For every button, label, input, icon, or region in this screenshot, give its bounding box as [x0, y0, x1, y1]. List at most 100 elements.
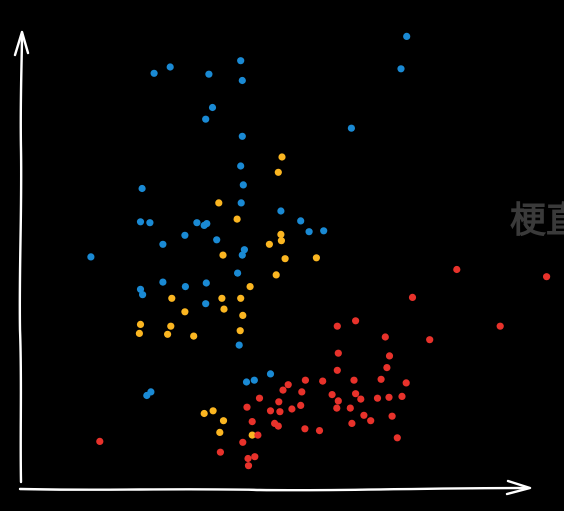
point-yellow-4 [266, 241, 273, 248]
x-axis-line [20, 488, 528, 490]
point-red-7 [352, 317, 359, 324]
point-red-38 [398, 393, 405, 400]
point-yellow-10 [181, 308, 188, 315]
point-red-29 [254, 432, 261, 439]
point-blue-16 [193, 219, 200, 226]
point-blue-33 [159, 279, 166, 286]
point-yellow-8 [219, 252, 226, 259]
point-red-43 [385, 394, 392, 401]
point-red-24 [276, 408, 283, 415]
point-red-42 [357, 396, 364, 403]
point-red-11 [383, 364, 390, 371]
point-blue-38 [243, 378, 250, 385]
point-red-22 [298, 388, 305, 395]
point-red-31 [243, 404, 250, 411]
point-red-14 [334, 367, 341, 374]
point-blue-10 [239, 133, 246, 140]
point-blue-1 [151, 70, 158, 77]
point-blue-18 [203, 220, 210, 227]
point-red-46 [348, 420, 355, 427]
point-yellow-11 [167, 323, 174, 330]
y-axis-line [20, 33, 22, 482]
point-blue-24 [320, 227, 327, 234]
point-blue-25 [159, 241, 166, 248]
point-blue-4 [239, 77, 246, 84]
point-blue-35 [203, 279, 210, 286]
point-yellow-17 [237, 295, 244, 302]
point-red-37 [360, 412, 367, 419]
point-yellow-0 [278, 153, 285, 160]
point-yellow-22 [237, 327, 244, 334]
point-red-44 [301, 425, 308, 432]
point-red-21 [279, 387, 286, 394]
point-red-51 [251, 453, 258, 460]
point-yellow-26 [220, 417, 227, 424]
point-yellow-7 [313, 254, 320, 261]
point-red-0 [96, 438, 103, 445]
point-blue-0 [167, 63, 174, 70]
point-red-40 [333, 405, 340, 412]
point-yellow-14 [164, 331, 171, 338]
point-yellow-25 [201, 410, 208, 417]
point-blue-39 [251, 377, 258, 384]
point-yellow-3 [234, 216, 241, 223]
point-yellow-19 [247, 283, 254, 290]
point-blue-40 [267, 370, 274, 377]
point-yellow-23 [277, 231, 284, 238]
point-red-50 [244, 455, 251, 462]
point-blue-6 [202, 116, 209, 123]
point-red-5 [426, 336, 433, 343]
point-red-26 [267, 407, 274, 414]
point-red-6 [334, 323, 341, 330]
point-yellow-27 [216, 429, 223, 436]
point-yellow-15 [190, 333, 197, 340]
point-red-2 [409, 294, 416, 301]
point-red-32 [288, 405, 295, 412]
point-red-35 [329, 391, 336, 398]
point-blue-22 [297, 217, 304, 224]
point-blue-15 [137, 218, 144, 225]
point-yellow-2 [215, 199, 222, 206]
point-red-9 [382, 333, 389, 340]
point-yellow-20 [220, 306, 227, 313]
point-blue-13 [139, 185, 146, 192]
point-red-15 [350, 377, 357, 384]
point-yellow-6 [282, 255, 289, 262]
point-red-8 [335, 350, 342, 357]
point-blue-19 [181, 232, 188, 239]
point-blue-26 [87, 253, 94, 260]
point-yellow-13 [136, 330, 143, 337]
point-red-23 [275, 398, 282, 405]
point-yellow-9 [168, 295, 175, 302]
point-blue-7 [397, 65, 404, 72]
point-yellow-16 [218, 295, 225, 302]
point-red-47 [389, 413, 396, 420]
side-text: 梗直 [510, 200, 564, 241]
point-red-41 [367, 417, 374, 424]
point-red-10 [386, 352, 393, 359]
point-blue-8 [403, 33, 410, 40]
point-red-30 [239, 439, 246, 446]
point-blue-36 [202, 300, 209, 307]
point-red-1 [453, 266, 460, 273]
point-red-13 [374, 395, 381, 402]
point-blue-20 [238, 199, 245, 206]
point-blue-11 [237, 162, 244, 169]
point-red-36 [347, 405, 354, 412]
point-blue-29 [234, 270, 241, 277]
point-blue-27 [213, 236, 220, 243]
point-blue-21 [277, 207, 284, 214]
point-blue-14 [146, 219, 153, 226]
point-blue-2 [205, 71, 212, 78]
point-yellow-12 [137, 321, 144, 328]
point-blue-30 [241, 246, 248, 253]
point-yellow-5 [278, 237, 285, 244]
point-red-25 [256, 395, 263, 402]
point-blue-34 [182, 283, 189, 290]
point-red-3 [543, 273, 550, 280]
point-red-39 [403, 379, 410, 386]
point-blue-9 [348, 125, 355, 132]
point-blue-37 [236, 342, 243, 349]
point-red-45 [316, 427, 323, 434]
